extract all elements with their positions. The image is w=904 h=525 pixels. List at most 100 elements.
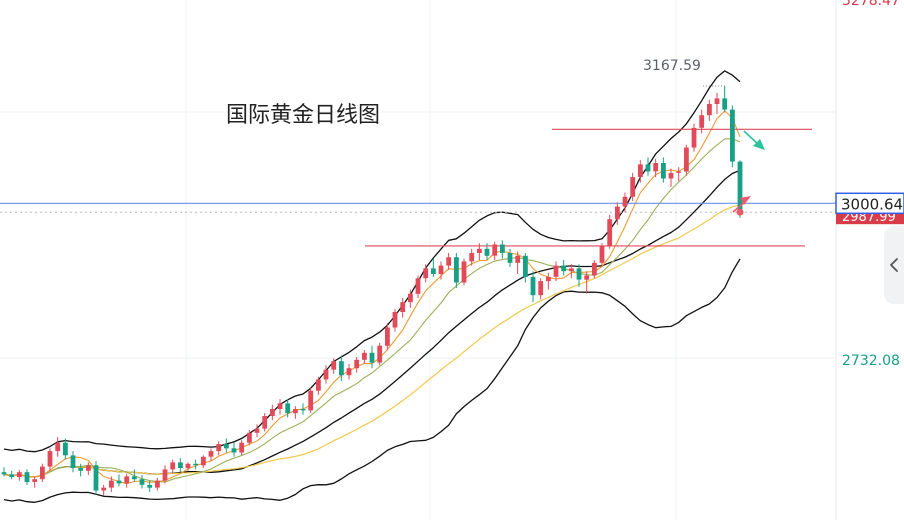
candlesticks [1,86,743,496]
candle-body [101,487,107,491]
candle-body [737,161,743,211]
candle-body [293,409,298,414]
candle-body [500,244,505,253]
candle-body [362,352,367,360]
candle-body [155,480,160,488]
candle-body [224,444,229,449]
candle-body [431,268,436,274]
last-price-dot [736,208,744,216]
candle-body [354,359,360,369]
candle-body [707,104,712,116]
candle-body [247,432,252,443]
candle-body [684,147,689,172]
candle-body [676,171,682,173]
candle-body [523,255,528,277]
candle-body [86,465,91,471]
candle-body [201,456,206,466]
candle-body [538,281,544,296]
candle-body [262,416,268,429]
candle-body [561,265,567,272]
candle-body [645,164,651,172]
price-axis-label-top: 3278.47 [842,0,900,9]
candle-body [185,463,191,468]
candle-body [492,244,498,256]
candle-body [231,448,237,453]
candle-body [446,257,452,266]
candle-body [730,109,735,162]
candle-body [70,455,76,468]
candle-body [377,345,383,363]
candle-body [400,302,406,312]
candle-body [300,409,306,411]
candle-body [691,127,697,148]
candle-body [339,361,344,376]
candle-body [638,164,643,177]
candle-body [1,472,7,475]
candle-body [308,390,314,411]
candle-body [599,245,605,263]
candle-body [469,253,475,262]
current-price-tag[interactable]: 3000.64 [835,192,904,215]
candle-body [285,403,291,414]
candle-body [607,219,613,246]
candle-body [47,451,53,467]
candle-body [408,293,413,303]
ma-orange-line [3,110,741,485]
candle-body [9,474,15,478]
candle-body [239,442,245,453]
bollinger-upper-line [3,70,741,453]
ma-green-line [3,138,741,483]
candle-body [484,248,490,256]
candle-body [139,479,145,485]
candle-body [277,403,283,409]
candle-body [24,472,30,482]
candle-body [661,163,666,179]
candle-body [78,468,84,471]
candle-body [461,261,467,283]
price-axis-label-low: 2732.08 [842,353,900,369]
chart-title: 国际黄金日线图 [226,103,380,128]
candle-body [714,98,720,104]
arrow-down-head [753,139,765,150]
candle-body [423,268,429,279]
candle-body [530,276,536,296]
candle-body [270,409,275,416]
candle-body [216,444,222,452]
candle-body [546,276,551,282]
candle-body [124,476,130,484]
candle-body [17,472,22,478]
candle-body [385,327,390,346]
candle-body [346,368,352,376]
candle-body [208,451,214,457]
candle-body [438,265,444,274]
candle-body [722,98,728,110]
candle-body [331,361,337,370]
indicator-lines [3,70,741,503]
chart-grid [0,0,837,520]
candle-body [668,172,674,179]
candle-body [316,379,321,391]
candle-body [569,268,574,272]
candle-body [147,484,153,488]
candle-body [55,442,61,452]
candle-body [162,469,168,481]
candle-body [40,466,45,480]
candle-body [93,465,99,491]
candle-body [454,257,459,283]
candle-body [116,480,122,484]
candle-body [592,262,597,276]
price-axis: 3278.47 2732.08 [842,0,900,369]
candle-body [415,278,421,294]
candle-body [653,163,659,172]
candle-body [515,255,521,263]
collapse-panel-button[interactable] [884,226,904,304]
candle-body [630,177,636,197]
candle-body [584,275,590,280]
candle-body [63,442,68,456]
candle-body [699,115,705,128]
candle-body [369,352,375,363]
candle-body [507,253,513,263]
arrow-up-head [740,196,751,205]
